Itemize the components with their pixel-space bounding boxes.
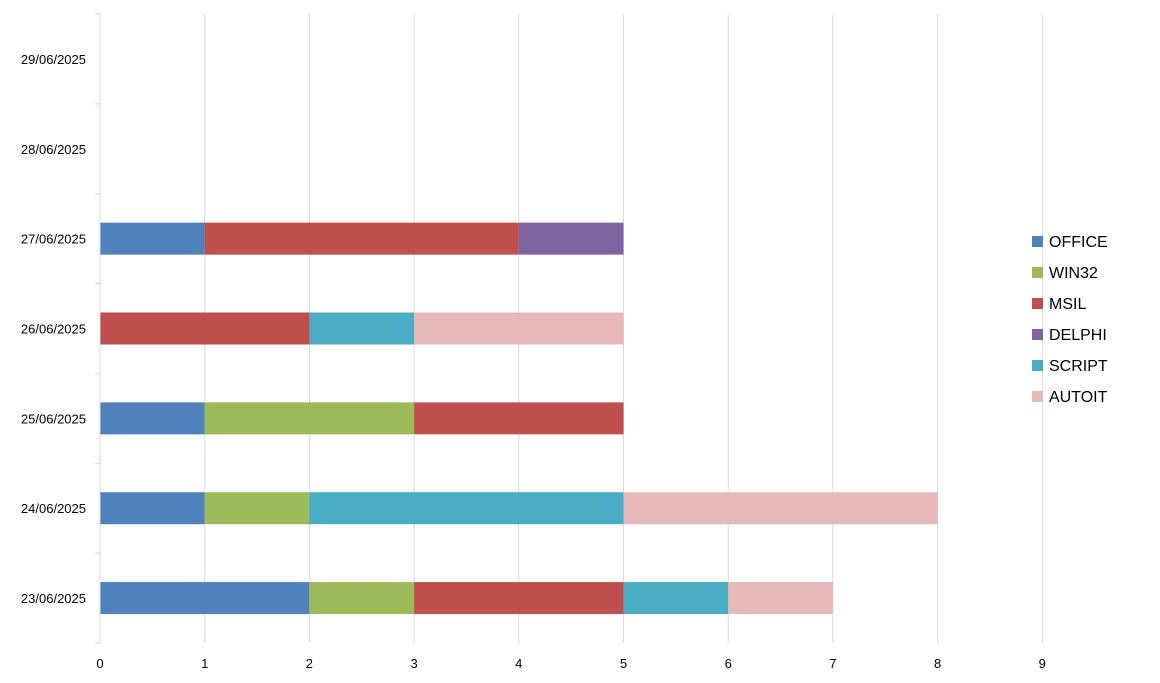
x-tick-label: 4 [515, 656, 522, 671]
bar-segment-autoit [623, 492, 938, 525]
x-tick-label: 1 [201, 656, 208, 671]
y-tick-label: 25/06/2025 [21, 411, 86, 426]
y-tick-label: 23/06/2025 [21, 591, 86, 606]
y-tick-label: 27/06/2025 [21, 232, 86, 247]
legend-swatch-msil [1032, 298, 1043, 309]
bar-segment-msil [100, 312, 310, 345]
y-tick-label: 24/06/2025 [21, 501, 86, 516]
bar-segment-delphi [518, 222, 624, 255]
legend-label-delphi: DELPHI [1049, 327, 1107, 344]
bar-segment-office [100, 492, 205, 525]
bar-segment-script [309, 312, 415, 345]
bar-segment-win32 [204, 402, 415, 435]
bar-segment-autoit [728, 582, 833, 615]
legend-label-win32: WIN32 [1049, 265, 1098, 282]
y-tick-label: 28/06/2025 [21, 142, 86, 157]
bar-segment-win32 [204, 492, 310, 525]
legend-label-msil: MSIL [1049, 296, 1086, 313]
bar-segment-msil [204, 222, 519, 255]
legend-swatch-autoit [1032, 391, 1043, 402]
bar-segments [100, 222, 938, 615]
legend: OFFICE WIN32 MSIL DELPHI SCRIPT AUTOIT [1032, 234, 1108, 406]
legend-label-office: OFFICE [1049, 234, 1108, 251]
bar-segment-msil [414, 402, 624, 435]
legend-label-script: SCRIPT [1049, 358, 1108, 375]
x-tick-label: 2 [306, 656, 313, 671]
bar-segment-office [100, 222, 205, 255]
y-tick-label: 26/06/2025 [21, 322, 86, 337]
bar-segment-office [100, 582, 310, 615]
x-tick-label: 7 [829, 656, 836, 671]
bar-segment-script [309, 492, 624, 525]
x-tick-label: 9 [1039, 656, 1046, 671]
legend-swatch-win32 [1032, 267, 1043, 278]
legend-swatch-office [1032, 236, 1043, 247]
bar-segment-autoit [414, 312, 624, 345]
bar-segment-msil [414, 582, 624, 615]
legend-swatch-script [1032, 360, 1043, 371]
bar-segment-office [100, 402, 205, 435]
legend-label-autoit: AUTOIT [1049, 389, 1108, 406]
x-tick-label: 6 [725, 656, 732, 671]
x-axis: 0 1 2 3 4 5 6 7 8 9 [96, 656, 1046, 671]
x-tick-label: 5 [620, 656, 627, 671]
y-axis: 23/06/2025 24/06/2025 25/06/2025 26/06/2025… [21, 13, 101, 644]
y-tick-label: 29/06/2025 [21, 52, 86, 67]
legend-swatch-delphi [1032, 329, 1043, 340]
x-tick-label: 0 [96, 656, 103, 671]
x-tick-label: 8 [934, 656, 941, 671]
bar-segment-script [623, 582, 729, 615]
bar-segment-win32 [309, 582, 415, 615]
x-tick-label: 3 [410, 656, 417, 671]
